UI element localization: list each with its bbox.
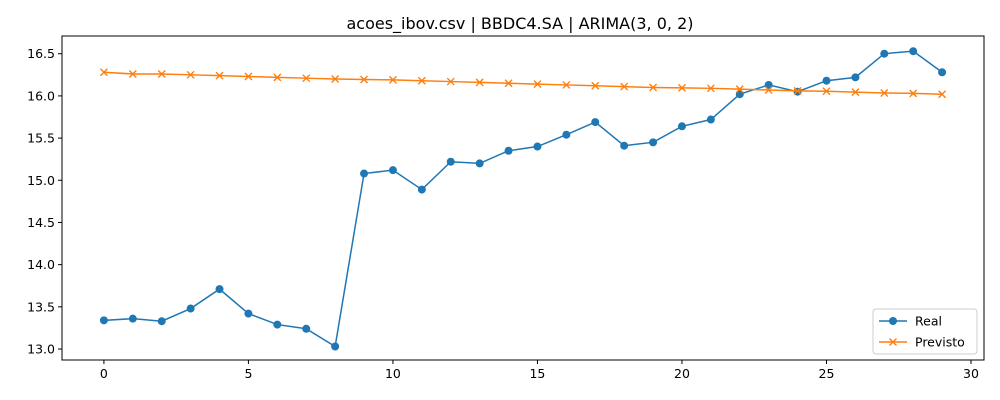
- data-point-real: [851, 73, 860, 82]
- axes-frame: [61, 35, 985, 361]
- data-point-previsto: [909, 89, 918, 98]
- data-point-real: [331, 342, 340, 351]
- y-tick-label: 16.5: [27, 46, 55, 61]
- data-point-real: [99, 316, 108, 325]
- data-point-previsto: [677, 83, 686, 92]
- data-point-real: [677, 122, 686, 131]
- x-tick-label: 30: [963, 366, 979, 381]
- y-tick-label: 13.0: [27, 342, 55, 357]
- data-point-real: [215, 285, 224, 294]
- series-line-previsto: [103, 71, 943, 95]
- data-point-previsto: [735, 85, 744, 94]
- legend-label-real: Real: [915, 314, 942, 329]
- plot-area: [99, 47, 947, 351]
- data-point-previsto: [649, 83, 658, 92]
- y-tick-label: 14.0: [27, 257, 55, 272]
- legend-marker-previsto: [889, 338, 897, 346]
- data-point-real: [186, 304, 195, 313]
- x-tick-label: 15: [529, 366, 545, 381]
- data-point-previsto: [99, 68, 108, 77]
- data-point-previsto: [157, 69, 166, 78]
- y-tick-label: 14.5: [27, 215, 55, 230]
- data-point-previsto: [764, 86, 773, 94]
- y-axis: 13.0 13.5 14.0 14.5 15.0 15.5 16.0 16.5: [27, 46, 62, 357]
- data-point-previsto: [446, 77, 455, 86]
- data-point-real: [909, 47, 918, 56]
- data-point-real: [822, 76, 831, 85]
- data-point-previsto: [128, 69, 137, 78]
- data-point-real: [620, 141, 629, 150]
- y-tick-label: 16.0: [27, 88, 55, 103]
- data-point-previsto: [215, 71, 224, 80]
- legend-marker-real: [889, 317, 897, 325]
- legend: Real Previsto: [872, 308, 978, 355]
- y-tick-label: 15.5: [27, 131, 55, 146]
- data-point-real: [475, 159, 484, 168]
- data-point-previsto: [533, 80, 542, 89]
- data-point-real: [417, 185, 426, 194]
- data-point-real: [388, 166, 397, 175]
- data-point-previsto: [822, 87, 831, 96]
- data-point-real: [504, 146, 513, 155]
- data-point-real: [446, 157, 455, 166]
- data-point-previsto: [851, 88, 860, 97]
- data-point-previsto: [273, 73, 282, 82]
- data-point-previsto: [331, 75, 340, 84]
- chart-title: acoes_ibov.csv | BBDC4.SA | ARIMA(3, 0, …: [346, 14, 693, 34]
- data-point-real: [706, 115, 715, 124]
- data-point-real: [128, 314, 137, 323]
- data-point-real: [735, 90, 744, 99]
- data-point-previsto: [620, 82, 629, 91]
- x-axis: 0 5 10 15 20 25 30: [100, 360, 979, 381]
- data-point-real: [649, 138, 658, 147]
- y-tick-label: 13.5: [27, 299, 55, 314]
- data-point-previsto: [388, 75, 397, 84]
- x-tick-label: 5: [244, 366, 252, 381]
- data-point-real: [157, 317, 166, 326]
- data-point-real: [591, 118, 600, 127]
- data-point-previsto: [417, 76, 426, 85]
- x-tick-label: 10: [385, 366, 401, 381]
- data-point-previsto: [504, 79, 513, 88]
- data-point-previsto: [793, 86, 802, 95]
- data-point-real: [360, 169, 369, 178]
- data-point-previsto: [302, 74, 311, 83]
- data-point-real: [764, 80, 773, 89]
- data-point-previsto: [562, 80, 571, 89]
- data-point-previsto: [880, 88, 889, 97]
- data-point-real: [880, 49, 889, 58]
- data-point-real: [533, 142, 542, 151]
- legend-label-previsto: Previsto: [915, 335, 965, 350]
- data-point-previsto: [706, 84, 715, 93]
- data-point-previsto: [186, 70, 195, 79]
- x-tick-label: 0: [100, 366, 108, 381]
- data-point-real: [302, 324, 311, 333]
- data-point-real: [273, 320, 282, 329]
- x-tick-label: 25: [819, 366, 835, 381]
- data-point-previsto: [475, 78, 484, 87]
- series-line-real: [103, 50, 943, 348]
- data-point-previsto: [591, 81, 600, 90]
- y-tick-label: 15.0: [27, 173, 55, 188]
- data-point-real: [938, 68, 947, 77]
- data-point-real: [562, 130, 571, 139]
- data-point-previsto: [938, 90, 947, 99]
- data-point-previsto: [360, 75, 369, 84]
- data-point-real: [244, 309, 253, 318]
- x-tick-label: 20: [674, 366, 690, 381]
- data-point-previsto: [244, 72, 253, 81]
